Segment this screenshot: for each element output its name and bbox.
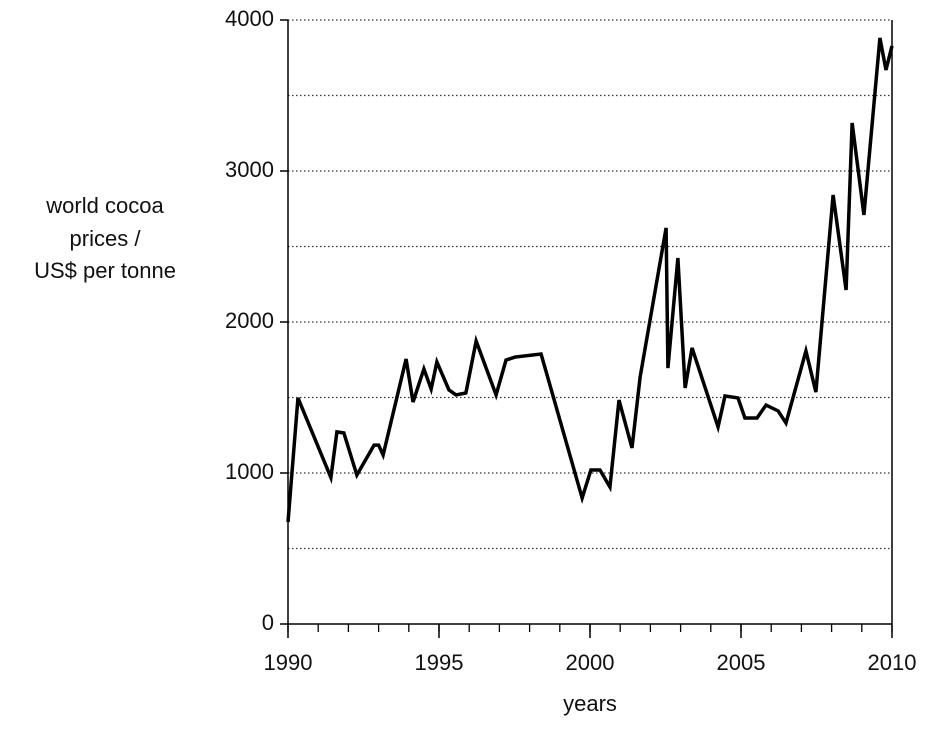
y-tick-label: 3000 xyxy=(225,157,274,182)
x-tick-label: 2010 xyxy=(868,650,917,675)
x-tick-label: 2000 xyxy=(566,650,615,675)
x-axis-label: years xyxy=(563,691,617,716)
y-tick-label: 2000 xyxy=(225,308,274,333)
line-series xyxy=(286,37,894,523)
y-axis-label: world cocoa xyxy=(45,193,164,218)
y-tick-label: 4000 xyxy=(225,6,274,31)
y-tick-label: 0 xyxy=(262,610,274,635)
y-tick-label: 1000 xyxy=(225,459,274,484)
y-axis-label: US$ per tonne xyxy=(34,258,176,283)
x-tick-label: 1990 xyxy=(264,650,313,675)
x-tick-label: 1995 xyxy=(415,650,464,675)
y-axis-label: prices / xyxy=(70,226,142,251)
x-tick-label: 2005 xyxy=(717,650,766,675)
